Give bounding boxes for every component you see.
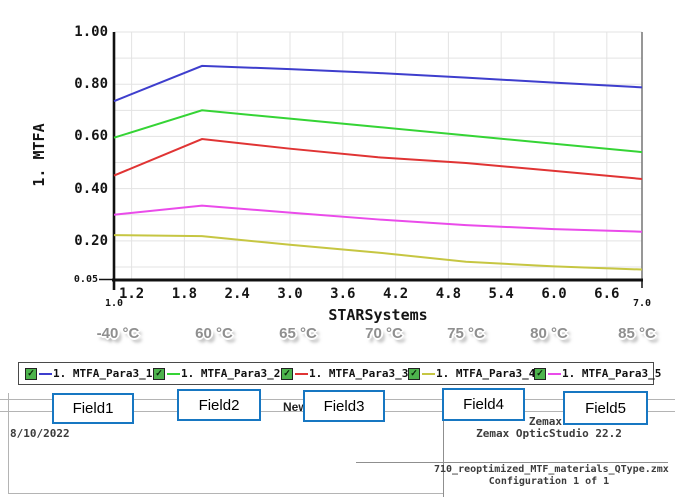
- legend-color-dash-icon: [548, 372, 561, 375]
- legend-item[interactable]: ✓ 1. MTFA_Para3_2: [153, 363, 280, 384]
- series-line: [113, 204, 643, 233]
- x-axis-tick-label: 4.8: [435, 286, 462, 302]
- x-axis-tick-label: 3.0: [277, 286, 303, 302]
- legend-item-label: 1. MTFA_Para3_5: [562, 367, 662, 380]
- new-label: New: [283, 400, 308, 414]
- y-axis-title: 1. MTFA: [30, 123, 48, 187]
- field4-callout: Field4: [442, 388, 525, 421]
- x-axis-start-label: 1.0: [104, 298, 124, 309]
- configuration-label: Configuration 1 of 1: [488, 476, 610, 487]
- x-axis-tick-label: 1.8: [171, 286, 198, 302]
- temperature-label: 75 °C: [447, 325, 485, 342]
- field1-callout: Field1: [52, 393, 134, 424]
- zemax-brand-text: Zemax: [528, 415, 562, 428]
- legend-color-dash-icon: [295, 372, 308, 375]
- legend-item[interactable]: ✓ 1. MTFA_Para3_4: [408, 363, 535, 384]
- y-axis-tick-label: 1.00: [74, 24, 108, 40]
- temperature-label: 60 °C: [195, 325, 233, 342]
- y-axis-min-label: 0.05: [73, 274, 98, 285]
- field2-callout: Field2: [177, 389, 261, 421]
- x-axis-tick-label: 4.2: [382, 286, 409, 302]
- field3-callout: Field3: [303, 390, 385, 422]
- temperature-label: 85 °C: [618, 325, 656, 342]
- x-axis-tick-label: 6.0: [541, 286, 567, 302]
- x-axis-title: STARSystems: [328, 306, 428, 324]
- y-axis-tick-label: 0.60: [74, 128, 108, 145]
- x-axis-tick-label: 6.6: [594, 286, 620, 302]
- field5-callout: Field5: [563, 391, 648, 425]
- footer-divider-line: [0, 399, 675, 400]
- series-line: [113, 138, 643, 180]
- legend-item[interactable]: ✓ 1. MTFA_Para3_3: [281, 363, 408, 384]
- series-line: [113, 109, 643, 154]
- mtf-chart-canvas: [99, 31, 643, 290]
- x-axis-tick-label: 5.4: [488, 286, 514, 302]
- footer-bottom-border: [8, 493, 443, 494]
- temperature-label: 65 °C: [279, 325, 317, 342]
- series-checkbox-checked-icon[interactable]: ✓: [25, 367, 37, 380]
- series-checkbox-checked-icon[interactable]: ✓: [408, 367, 420, 380]
- series-legend: ✓ 1. MTFA_Para3_1 ✓ 1. MTFA_Para3_2 ✓ 1. MTFA…: [18, 362, 661, 385]
- y-axis-tick-label: 0.20: [74, 232, 108, 249]
- series-checkbox-checked-icon[interactable]: ✓: [153, 367, 165, 380]
- legend-color-dash-icon: [167, 372, 180, 375]
- report-date: 8/10/2022: [10, 427, 70, 440]
- x-axis-tick-label: 3.6: [330, 286, 356, 302]
- temperature-label: 80 °C: [530, 325, 568, 342]
- y-axis-tick-label: 0.40: [74, 180, 108, 197]
- legend-item[interactable]: ✓ 1. MTFA_Para3_1: [25, 363, 152, 384]
- temperature-label: -40 °C: [96, 325, 140, 342]
- legend-color-dash-icon: [39, 372, 52, 375]
- x-axis-tick-label: 2.4: [224, 286, 250, 302]
- mtf-chart-region: 1. MTFA STARSystems 1.00 0.80 0.60 0.40 0.20…: [30, 24, 656, 342]
- y-axis-tick-label: 0.80: [74, 76, 108, 93]
- legend-item-label: 1. MTFA_Para3_2: [181, 367, 281, 380]
- x-axis-tick-label: 1.2: [118, 286, 145, 302]
- lens-file-name: 710_reoptimized_MTF_materials_QType.zmx: [434, 464, 669, 475]
- legend-color-dash-icon: [422, 372, 435, 375]
- x-axis-end-label: 7.0: [632, 298, 652, 309]
- app-version-text: Zemax OpticStudio 22.2: [476, 427, 622, 440]
- series-line: [113, 64, 643, 103]
- legend-item-label: 1. MTFA_Para3_1: [53, 367, 153, 380]
- temperature-label: 70 °C: [365, 325, 403, 342]
- series-checkbox-checked-icon[interactable]: ✓: [281, 367, 293, 380]
- footer-divider-line: [0, 411, 675, 412]
- legend-item-label: 1. MTFA_Para3_3: [309, 367, 409, 380]
- series-line: [113, 234, 643, 271]
- legend-item-label: 1. MTFA_Para3_4: [436, 367, 536, 380]
- legend-item[interactable]: ✓ 1. MTFA_Para3_5: [534, 363, 661, 384]
- info-panel-divider: [356, 462, 668, 463]
- info-panel-border: [443, 388, 444, 497]
- series-checkbox-checked-icon[interactable]: ✓: [534, 367, 546, 380]
- footer-left-border: [8, 393, 9, 493]
